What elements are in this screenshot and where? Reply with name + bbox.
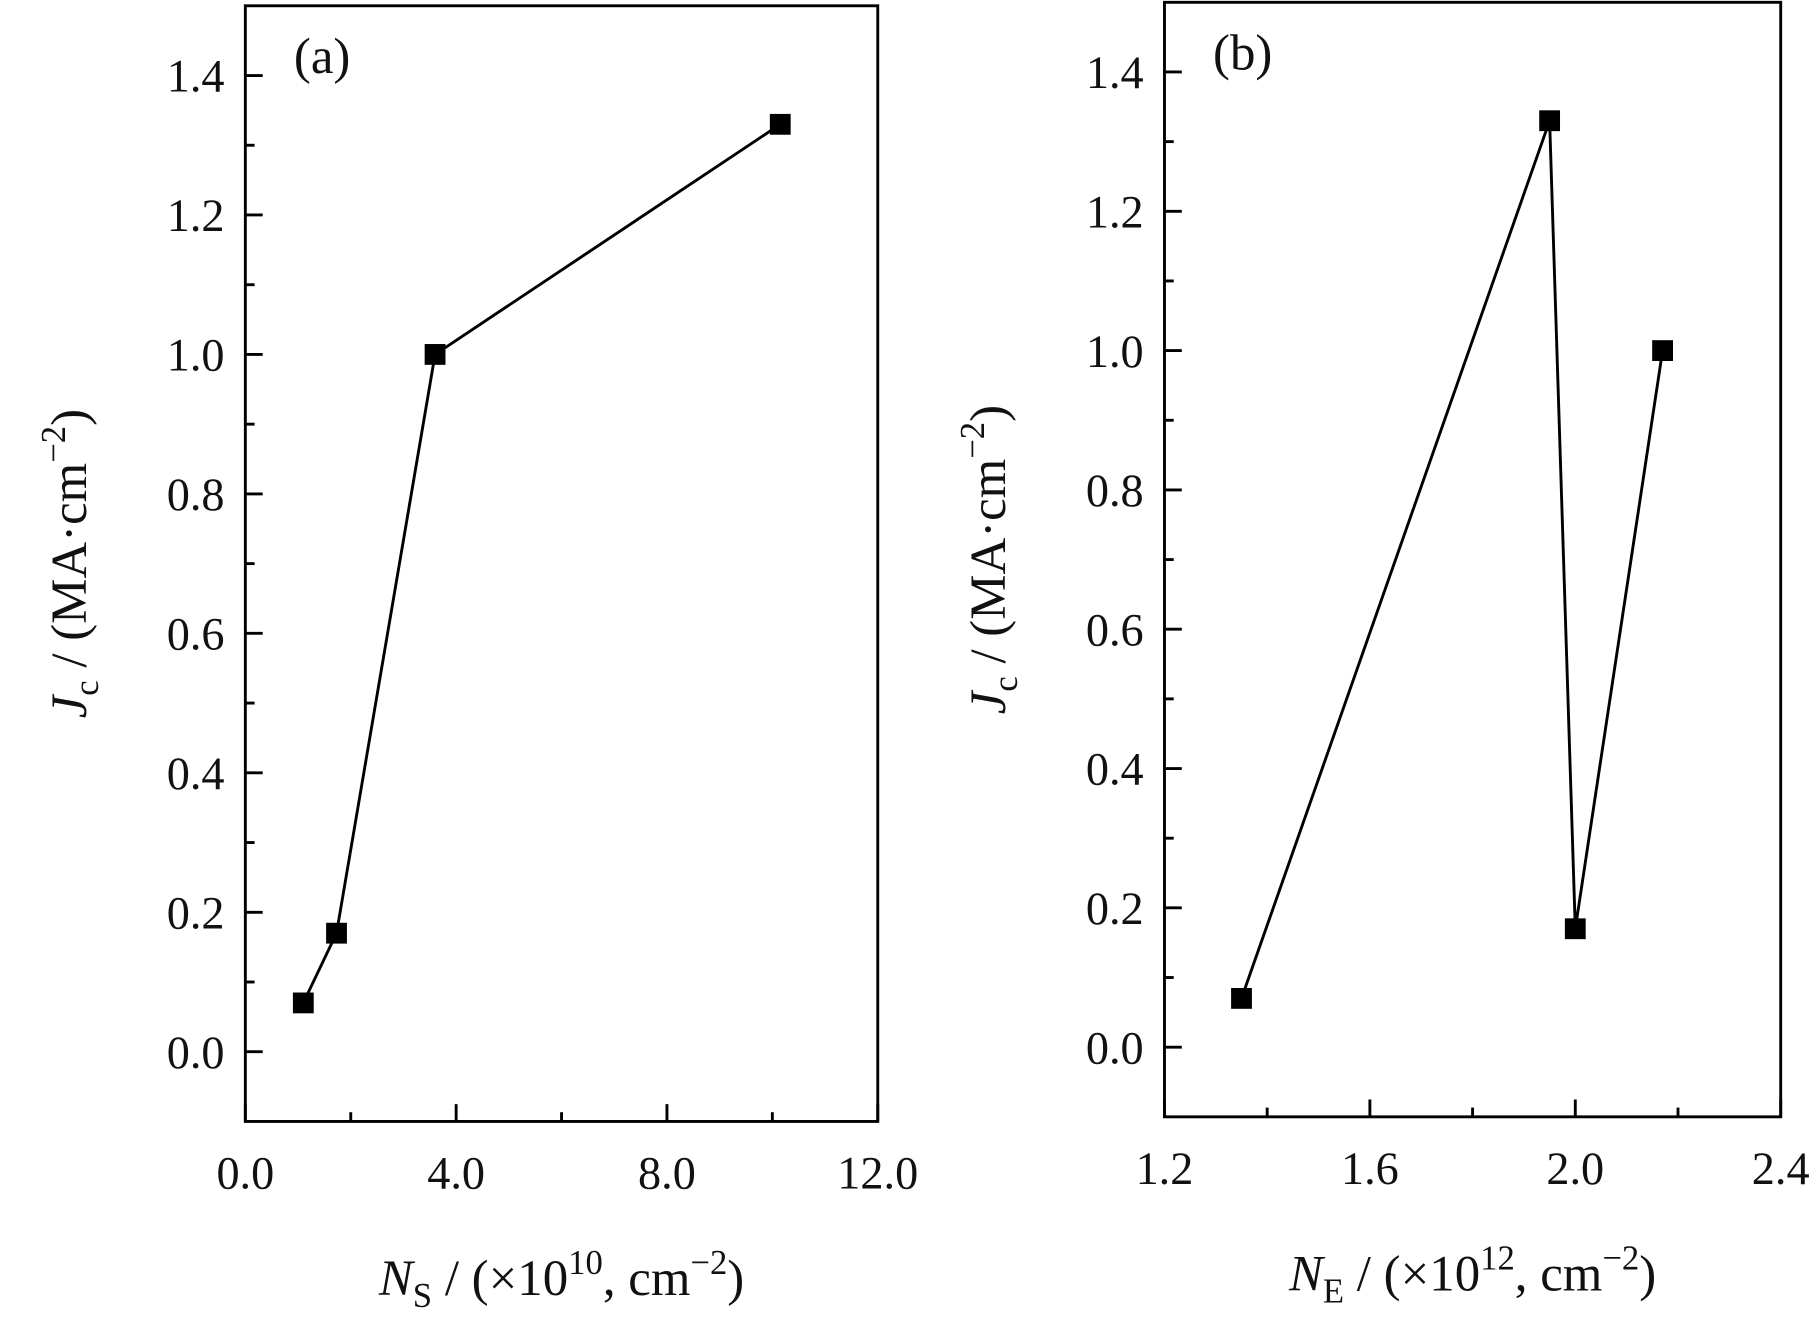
y-tick-label: 1.4 xyxy=(1086,48,1144,99)
data-line xyxy=(302,123,782,1004)
x-axis-label: NS / (×1010, cm−2) xyxy=(378,1243,744,1314)
y-tick-label: 0.4 xyxy=(1086,745,1144,796)
y-tick-label: 1.4 xyxy=(167,52,225,103)
label-part: 10 xyxy=(568,1243,603,1282)
y-tick-label: 0.0 xyxy=(1086,1023,1144,1074)
data-point xyxy=(1564,918,1586,940)
label-part: S xyxy=(413,1275,432,1314)
y-tick-label: 1.0 xyxy=(167,331,225,382)
x-tick-label: 1.6 xyxy=(1341,1144,1399,1195)
y-tick-label: 0.2 xyxy=(1086,884,1144,935)
label-part: N xyxy=(378,1251,416,1307)
label-part: ) xyxy=(727,1251,744,1307)
label-part: −2 xyxy=(34,426,73,463)
y-tick-label: 0.0 xyxy=(167,1028,225,1079)
label-part: −2 xyxy=(953,422,992,459)
label-part: J xyxy=(42,693,98,718)
data-point xyxy=(769,113,791,135)
data-point xyxy=(292,992,314,1014)
plot-frame xyxy=(1163,0,1783,1119)
x-tick-label: 4.0 xyxy=(427,1149,485,1200)
y-tick-label: 0.8 xyxy=(167,470,225,521)
label-part: E xyxy=(1323,1271,1344,1310)
data-point xyxy=(1652,340,1673,362)
label-part: / (×10 xyxy=(1344,1246,1480,1302)
y-tick-label: 0.6 xyxy=(167,610,225,661)
label-part: / (MA·cm xyxy=(42,463,98,681)
x-tick-label: 8.0 xyxy=(638,1149,696,1200)
plot-frame xyxy=(243,4,880,1123)
y-tick-label: 1.2 xyxy=(167,191,225,242)
y-tick-label: 0.6 xyxy=(1086,605,1144,656)
data-point xyxy=(424,344,446,365)
data-line xyxy=(1240,120,1665,999)
x-tick-label: 1.2 xyxy=(1136,1144,1194,1195)
label-part: ) xyxy=(1639,1246,1656,1302)
x-tick-label: 0.0 xyxy=(216,1149,274,1200)
label-part: , cm xyxy=(1515,1246,1603,1302)
label-part: −2 xyxy=(1602,1238,1639,1277)
data-point xyxy=(1231,988,1252,1009)
label-part: c xyxy=(985,676,1024,691)
label-part: −2 xyxy=(690,1243,727,1282)
y-tick-label: 0.8 xyxy=(1086,466,1144,517)
label-part: , cm xyxy=(603,1251,691,1307)
label-part: ) xyxy=(961,405,1017,422)
label-part: ) xyxy=(42,409,98,426)
label-part: / (×10 xyxy=(432,1251,568,1307)
label-part: N xyxy=(1288,1246,1326,1302)
y-axis-label: Jc / (MA·cm−2) xyxy=(953,405,1024,714)
panel-label: (a) xyxy=(294,29,350,85)
y-tick-label: 0.2 xyxy=(167,888,225,939)
x-tick-label: 2.4 xyxy=(1752,1144,1810,1195)
label-part: c xyxy=(66,680,105,695)
y-tick-label: 1.0 xyxy=(1086,327,1144,378)
data-point xyxy=(1539,110,1561,132)
x-tick-label: 2.0 xyxy=(1546,1144,1604,1195)
y-tick-label: 0.4 xyxy=(167,749,225,800)
label-part: J xyxy=(961,689,1017,714)
label-part: 12 xyxy=(1480,1238,1515,1277)
label-part: / (MA·cm xyxy=(961,459,1017,677)
y-axis-label: Jc / (MA·cm−2) xyxy=(34,409,105,718)
panel-label: (b) xyxy=(1213,25,1272,81)
x-axis-label: NE / (×1012, cm−2) xyxy=(1288,1238,1656,1309)
data-point xyxy=(326,922,347,944)
y-tick-label: 1.2 xyxy=(1086,187,1144,238)
x-tick-label: 12.0 xyxy=(837,1149,918,1200)
